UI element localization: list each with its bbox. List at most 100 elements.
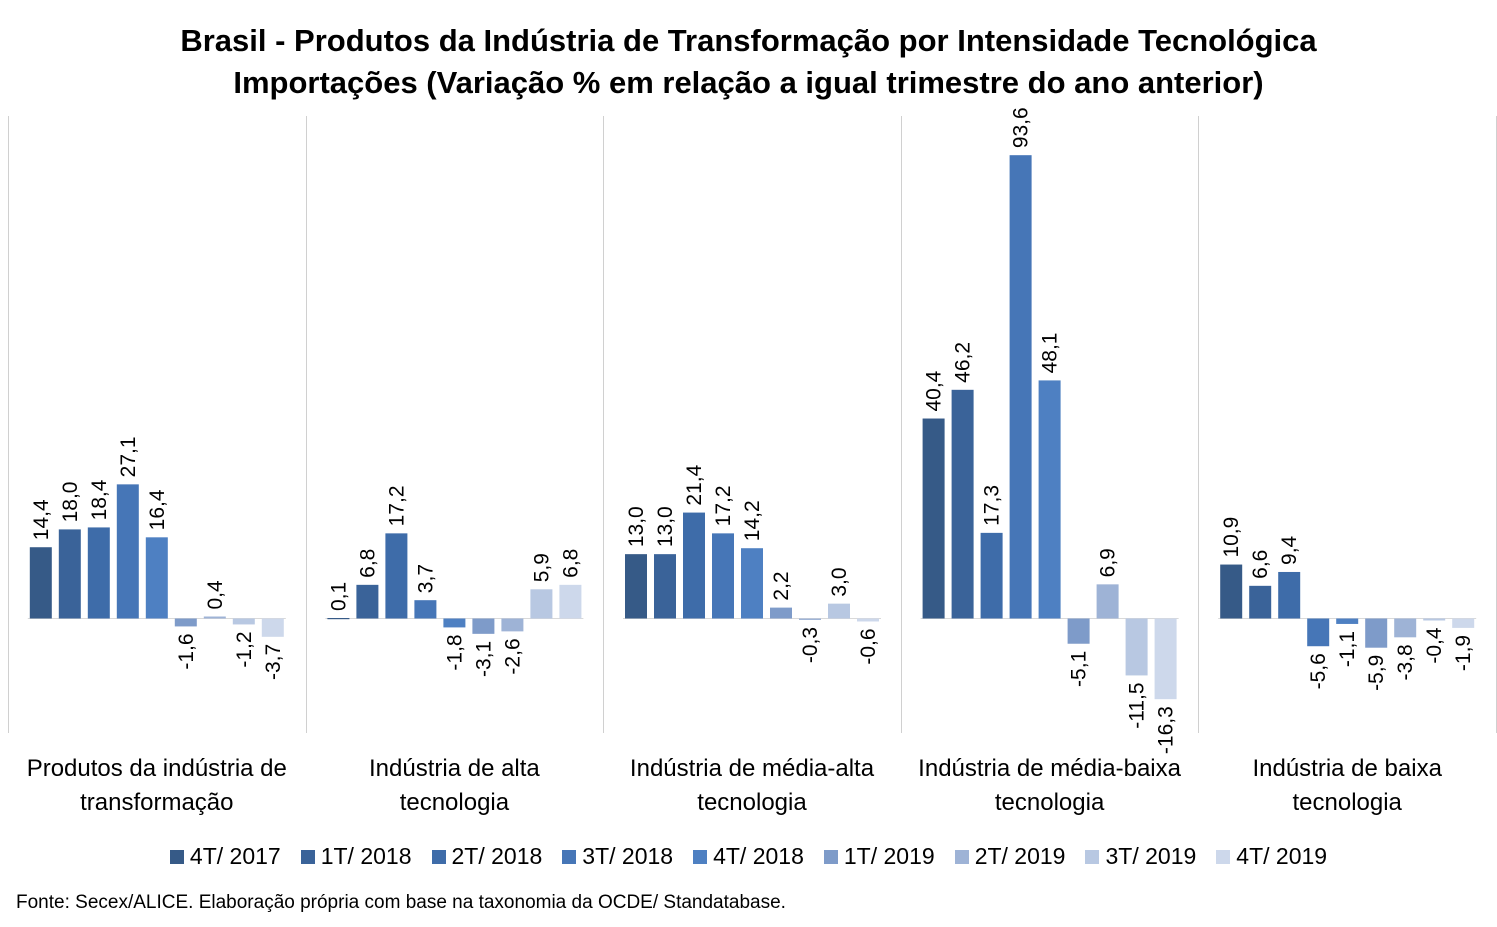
data-label: -0,6 [857,628,880,664]
bar [1067,618,1090,644]
chart-title-line1: Brasil - Produtos da Indústria de Transf… [180,23,1317,58]
legend-label: 4T/ 2018 [713,843,804,869]
data-label: -0,3 [799,627,822,663]
data-label: 6,9 [1097,548,1120,577]
data-label: 46,2 [952,342,975,383]
data-label: -1,2 [233,631,256,667]
data-label: 17,2 [712,485,735,526]
data-label: -5,1 [1068,651,1091,687]
legend-swatch [431,849,446,864]
bar [58,529,81,619]
data-label: 14,2 [741,500,764,541]
bar [1038,380,1061,619]
legend-item: 1T/ 2018 [300,843,412,870]
category-label: tecnologia [1292,789,1402,816]
legend-label: 4T/ 2019 [1236,843,1328,869]
data-label: -3,1 [472,641,495,677]
category-label: tecnologia [400,789,510,816]
data-label: -3,7 [262,644,285,680]
legend-swatch [1216,849,1231,864]
bar [799,618,821,620]
legend-swatch [693,849,708,864]
data-label: 13,0 [625,506,648,547]
chart-subtitle: Importações (Variação % em relação a igu… [233,65,1264,100]
bar [232,618,255,625]
legend-swatch [300,849,315,864]
bar [1009,155,1032,619]
data-label: 6,8 [356,549,379,578]
bar [951,389,974,619]
chart-title: Brasil - Produtos da Indústria de Transf… [0,20,1497,104]
data-label: 9,4 [1278,535,1301,565]
data-label: -1,8 [443,634,466,670]
category-label: Indústria de média-baixa [918,755,1181,782]
bar [683,512,705,619]
legend-item: 1T/ 2019 [823,843,935,870]
data-label: 6,6 [1249,550,1272,579]
bar [414,600,437,619]
legend: 4T/ 2017 1T/ 2018 2T/ 2018 3T/ 2018 4T/ 2018… [0,843,1497,870]
bar [625,554,647,619]
data-label: -5,9 [1365,655,1388,691]
data-label: 5,9 [530,553,553,582]
bar [1336,618,1359,624]
data-label: 13,0 [654,506,677,547]
legend-swatch [562,849,577,864]
bar [857,618,879,622]
data-label: 14,4 [30,499,53,540]
bar [501,618,524,632]
legend-swatch [169,849,184,864]
legend-item: 4T/ 2019 [1216,843,1327,870]
bar [385,533,408,619]
data-label: -1,6 [175,633,198,669]
legend-swatch [954,849,969,864]
bar [1249,585,1272,619]
bar [1394,618,1417,638]
bar [1423,618,1446,621]
data-label: 2,2 [770,571,793,600]
data-label: -11,5 [1126,682,1149,728]
bar [356,584,379,619]
legend-label: 1T/ 2019 [843,843,935,869]
data-label: 3,0 [828,567,851,596]
category-label: tecnologia [697,789,807,816]
legend-label: 2T/ 2019 [974,843,1066,869]
data-label: -2,6 [501,638,524,674]
category-label: tecnologia [995,789,1105,816]
data-label: 40,4 [923,370,946,411]
category-label: Indústria de média-alta [630,755,875,782]
bar [203,616,226,619]
bar [174,618,197,627]
data-label: 18,4 [88,479,111,520]
bar [741,548,763,619]
legend-item: 3T/ 2018 [562,843,673,870]
legend-item: 4T/ 2017 [169,843,281,870]
legend-item: 3T/ 2019 [1085,843,1196,870]
bar [261,618,284,637]
bar [145,537,168,619]
data-label: 93,6 [1010,107,1033,148]
legend-item: 2T/ 2018 [431,843,543,870]
legend-item: 4T/ 2018 [693,843,804,870]
category-label: transformação [80,789,233,816]
data-label: 16,4 [146,489,169,530]
data-label: 0,1 [327,582,350,611]
bar-chart: 14,4 18,0 18,4 27,1 16,4 -1,6 0,4 -1,2 -3,7 Produ… [8,107,1497,816]
data-label: -16,3 [1155,706,1178,754]
bar [530,589,553,619]
bar [29,547,52,619]
bar [980,532,1003,619]
category-label: Indústria de alta [369,755,540,782]
bar [87,527,110,619]
data-label: -1,9 [1452,635,1475,671]
data-label: -5,6 [1307,653,1330,689]
legend-label: 2T/ 2018 [451,843,543,869]
legend-swatch [823,849,838,864]
bar [654,554,676,619]
bar [828,603,850,619]
data-label: 10,9 [1220,517,1243,558]
bar [443,618,466,628]
data-label: 48,1 [1039,333,1062,374]
bar [770,607,792,619]
data-label: -3,8 [1394,644,1417,680]
